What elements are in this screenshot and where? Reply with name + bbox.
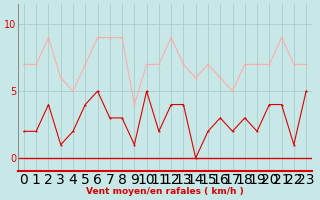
X-axis label: Vent moyen/en rafales ( km/h ): Vent moyen/en rafales ( km/h ) — [86, 187, 244, 196]
